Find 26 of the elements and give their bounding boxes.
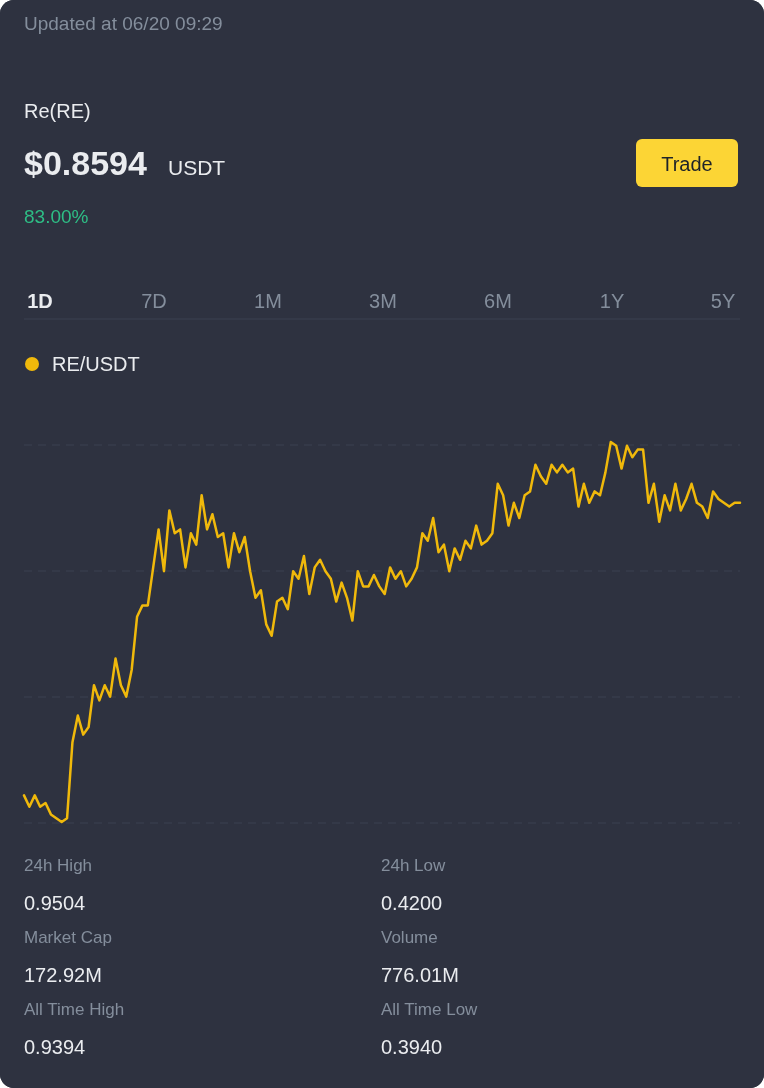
text: All Time High [24,1000,125,1019]
text: 7D [141,290,167,312]
text: 1Y [599,290,625,312]
text: USDT [168,156,226,179]
text: 172.92M [24,964,102,986]
chart-subtitle: Updated at 06/20 09:29 [24,13,223,34]
text: 0.4200 [381,892,443,914]
text: 6M [484,290,512,312]
text: 24h Low [381,856,446,875]
text: All Time Low [381,1000,479,1019]
text: Market Cap [24,928,112,947]
text: 0.9504 [24,892,86,914]
text: 3M [369,290,397,312]
legend-label: RE/USDT [52,353,140,375]
chart-title: Re(RE) [24,100,91,122]
text: 0.9394 [24,1036,86,1058]
text: 83.00% [24,206,89,227]
text: 1M [254,290,282,312]
text: 0.3940 [381,1036,443,1058]
text: 1D [27,290,53,312]
text: Trade [661,153,713,175]
text: $0.8594 [24,144,147,182]
text: 776.01M [381,964,459,986]
text: 24h High [24,856,93,875]
text: 5Y [710,290,736,312]
text: Volume [381,928,438,947]
